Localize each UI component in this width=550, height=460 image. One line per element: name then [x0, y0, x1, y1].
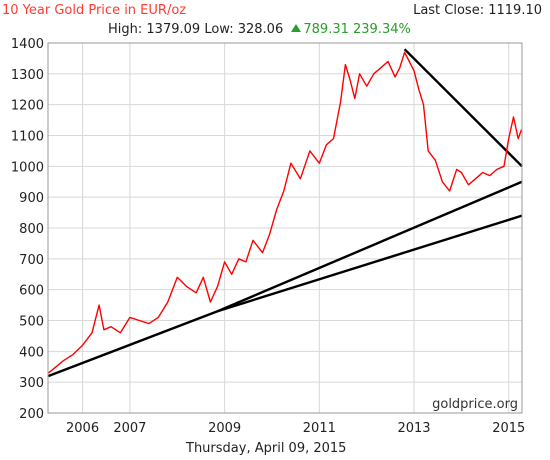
y-tick-label: 1100	[11, 130, 44, 145]
y-tick-label: 900	[19, 191, 44, 206]
x-axis-ticks: 2006 2007 2009 2011 2013 2015	[66, 421, 525, 436]
y-tick-label: 600	[19, 284, 44, 299]
trendline	[48, 310, 218, 378]
y-tick-label: 200	[19, 407, 44, 422]
y-axis-ticks: 200 300 400 500 600 700 800 900 1000 1100 1200 1300…	[11, 37, 44, 422]
x-tick-label: 2007	[113, 421, 146, 436]
trendlines	[48, 48, 523, 378]
low-value: 328.06	[237, 22, 284, 37]
x-tick-label: 2011	[303, 421, 336, 436]
x-tick-label: 2013	[397, 421, 430, 436]
y-tick-label: 300	[19, 376, 44, 391]
y-tick-label: 1000	[11, 160, 44, 175]
plot-frame	[47, 42, 523, 414]
date-label: Thursday, April 09, 2015	[186, 441, 347, 456]
high-value: 1379.09	[146, 22, 201, 37]
y-tick-label: 1300	[11, 68, 44, 83]
low-label: Low:	[204, 22, 234, 37]
y-tick-label: 1200	[11, 99, 44, 114]
watermark: goldprice.org	[432, 397, 518, 412]
y-tick-label: 700	[19, 253, 44, 268]
price-stats: High: 1379.09 Low: 328.06 789.31 239.34%	[108, 22, 411, 37]
last-close-label: Last Close:	[413, 3, 485, 18]
change-percent: 239.34%	[353, 22, 411, 37]
trendline	[217, 180, 523, 313]
chart-grid	[48, 42, 522, 414]
y-tick-label: 1400	[11, 37, 44, 52]
y-tick-label: 400	[19, 345, 44, 360]
last-close: Last Close: 1119.10	[413, 3, 542, 18]
x-tick-label: 2015	[492, 421, 525, 436]
y-tick-label: 500	[19, 315, 44, 330]
y-tick-label: 800	[19, 222, 44, 237]
x-tick-label: 2009	[208, 421, 241, 436]
x-tick-label: 2006	[66, 421, 99, 436]
series-line	[48, 51, 523, 374]
trendline	[403, 48, 523, 168]
trendline	[217, 214, 523, 313]
change-value: 789.31	[303, 22, 349, 37]
up-arrow-icon	[291, 24, 302, 32]
chart-title: 10 Year Gold Price in EUR/oz	[2, 3, 187, 18]
high-label: High:	[108, 22, 143, 37]
series-lines	[48, 51, 523, 374]
last-close-value: 1119.10	[488, 3, 542, 18]
